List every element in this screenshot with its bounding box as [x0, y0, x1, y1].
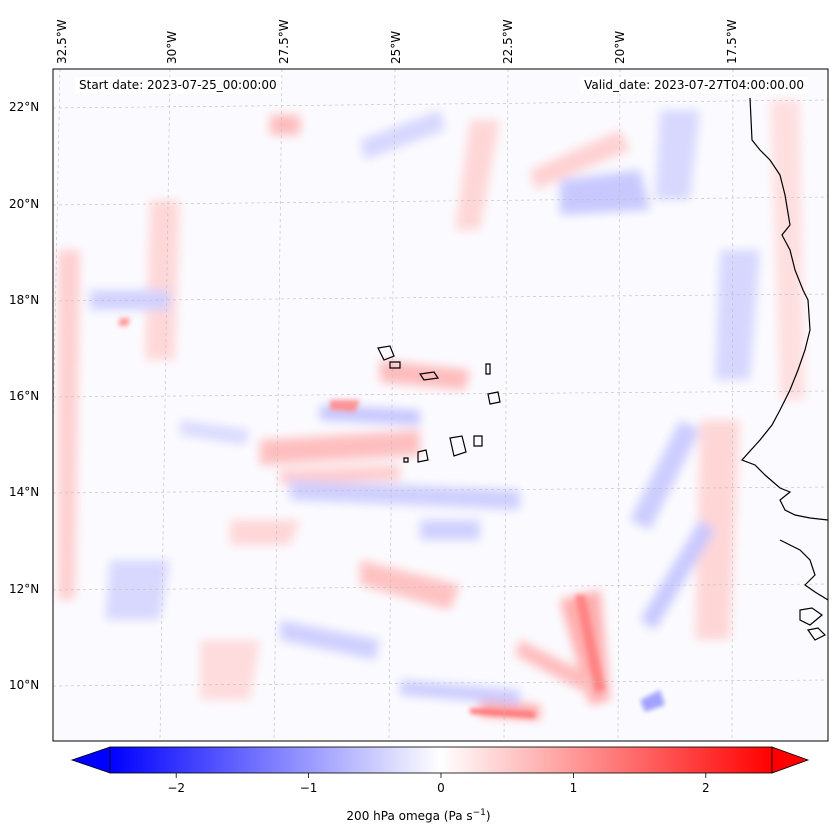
lon-tick-label: 25°W — [389, 31, 403, 64]
lon-tick-label: 20°W — [613, 31, 627, 64]
colorbar-title-end: ) — [485, 809, 491, 823]
longitude-labels: 32.5°W 30°W 27.5°W 25°W 22.5°W 20°W 17.5… — [55, 19, 739, 64]
latitude-labels: 22°N 20°N 18°N 16°N 14°N 12°N 10°N — [9, 100, 39, 692]
colorbar-title-text: 200 hPa omega (Pa s — [346, 809, 473, 823]
lat-tick-label: 12°N — [9, 582, 39, 596]
colorbar-tick-label: 2 — [702, 781, 710, 795]
lat-tick-label: 20°N — [9, 197, 39, 211]
lat-tick-label: 16°N — [9, 389, 39, 403]
africa-coastline — [740, 97, 828, 521]
lon-tick-label: 32.5°W — [55, 19, 69, 64]
colorbar-ticks: −2 −1 0 1 2 — [167, 773, 710, 795]
lon-tick-label: 30°W — [165, 31, 179, 64]
colorbar-tick-label: 1 — [570, 781, 578, 795]
map-frame — [52, 68, 829, 742]
cape-verde-islands — [377, 345, 395, 361]
start-date-label: Start date: 2023-07-25_00:00:00 — [75, 77, 281, 94]
lon-tick-label: 27.5°W — [277, 19, 291, 64]
lat-tick-label: 18°N — [9, 293, 39, 307]
lat-tick-label: 10°N — [9, 678, 39, 692]
lat-tick-label: 22°N — [9, 100, 39, 114]
colorbar: −2 −1 0 1 2 — [70, 746, 810, 795]
coastlines — [377, 97, 828, 641]
colorbar-tick-label: 0 — [437, 781, 445, 795]
colorbar-tick-label: −1 — [300, 781, 318, 795]
colorbar-title: 200 hPa omega (Pa s−1) — [0, 808, 837, 823]
gridlines — [53, 69, 828, 741]
omega-field — [53, 69, 828, 741]
colorbar-tick-label: −2 — [167, 781, 185, 795]
lon-tick-label: 17.5°W — [725, 19, 739, 64]
lat-tick-label: 14°N — [9, 485, 39, 499]
lon-tick-label: 22.5°W — [501, 19, 515, 64]
colorbar-title-exponent: −1 — [472, 808, 486, 818]
valid-date-label: Valid_date: 2023-07-27T04:00:00.00 — [580, 77, 808, 94]
